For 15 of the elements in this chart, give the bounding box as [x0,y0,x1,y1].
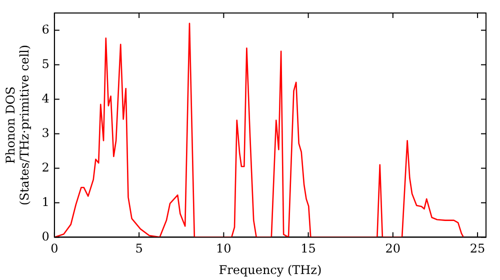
x-tick-label: 25 [470,242,486,256]
y-axis-title: Phonon DOS (States/THz·primitive cell) [3,44,32,206]
x-tick-label: 15 [300,242,316,256]
y-tick-label: 2 [42,160,50,174]
x-tick-label: 20 [385,242,401,256]
y-tick-label: 0 [42,229,50,244]
x-tick-label: 5 [135,242,143,256]
x-axis-title: Frequency (THz) [218,262,322,277]
y-tick-label: 6 [42,22,50,36]
x-tick-label: 0 [50,242,58,256]
y-tick-label: 1 [42,194,50,209]
y-tick-label: 5 [42,56,50,71]
x-tick-label: 10 [216,242,232,256]
y-tick-label: 3 [42,126,50,140]
y-tick-label: 4 [42,91,50,106]
